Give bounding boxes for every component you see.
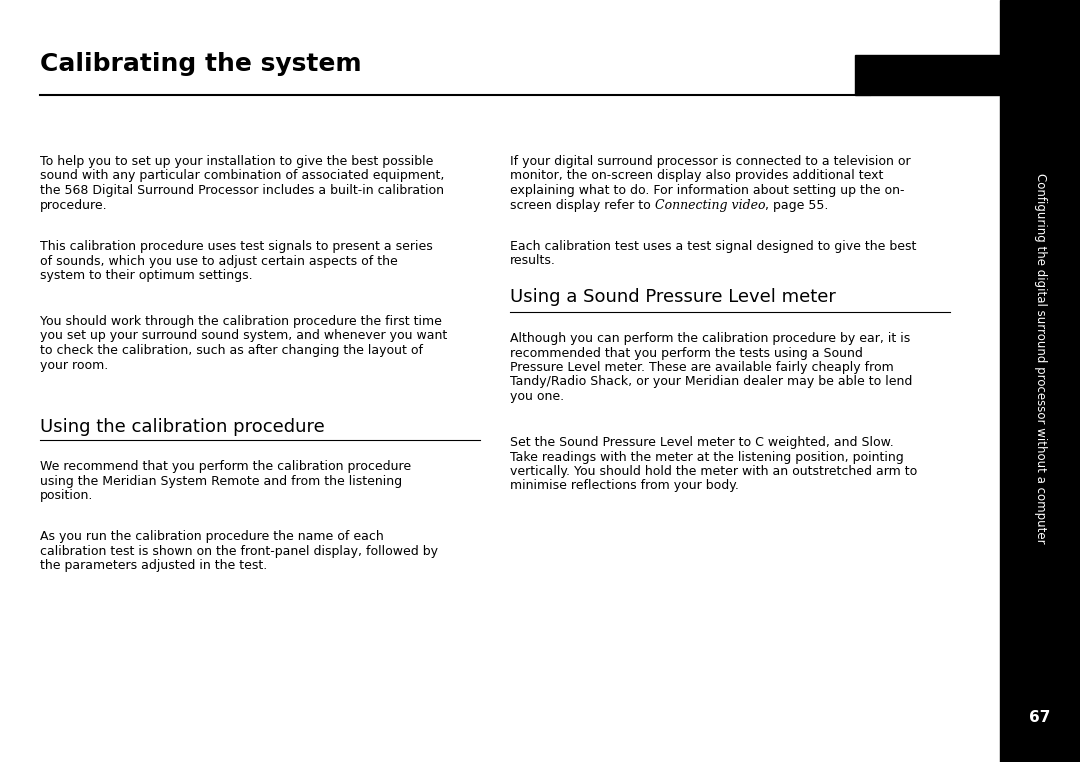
Text: recommended that you perform the tests using a Sound: recommended that you perform the tests u… [510, 347, 863, 360]
Text: the 568 Digital Surround Processor includes a built-in calibration: the 568 Digital Surround Processor inclu… [40, 184, 444, 197]
Text: This calibration procedure uses test signals to present a series: This calibration procedure uses test sig… [40, 240, 433, 253]
Text: Set the Sound Pressure Level meter to C weighted, and Slow.: Set the Sound Pressure Level meter to C … [510, 436, 894, 449]
Bar [1000, 0, 1080, 762]
Text: using the Meridian System Remote and from the listening: using the Meridian System Remote and fro… [40, 475, 402, 488]
Text: vertically. You should hold the meter with an outstretched arm to: vertically. You should hold the meter wi… [510, 465, 917, 478]
Text: Configuring the digital surround processor without a computer: Configuring the digital surround process… [1034, 173, 1047, 543]
Text: results.: results. [510, 255, 556, 267]
Text: of sounds, which you use to adjust certain aspects of the: of sounds, which you use to adjust certa… [40, 255, 397, 267]
Text: monitor, the on-screen display also provides additional text: monitor, the on-screen display also prov… [510, 169, 883, 183]
Text: We recommend that you perform the calibration procedure: We recommend that you perform the calibr… [40, 460, 411, 473]
Text: the parameters adjusted in the test.: the parameters adjusted in the test. [40, 559, 267, 572]
Text: your room.: your room. [40, 358, 108, 372]
Text: If your digital surround processor is connected to a television or: If your digital surround processor is co… [510, 155, 910, 168]
Text: minimise reflections from your body.: minimise reflections from your body. [510, 479, 739, 492]
Text: As you run the calibration procedure the name of each: As you run the calibration procedure the… [40, 530, 383, 543]
Text: 67: 67 [1029, 709, 1051, 725]
Text: you one.: you one. [510, 390, 564, 403]
Text: explaining what to do. For information about setting up the on-: explaining what to do. For information a… [510, 184, 905, 197]
Text: You should work through the calibration procedure the first time: You should work through the calibration … [40, 315, 442, 328]
Text: to check the calibration, such as after changing the layout of: to check the calibration, such as after … [40, 344, 423, 357]
Bar [855, 55, 1000, 95]
Text: Pressure Level meter. These are available fairly cheaply from: Pressure Level meter. These are availabl… [510, 361, 894, 374]
Text: calibration test is shown on the front-panel display, followed by: calibration test is shown on the front-p… [40, 545, 438, 558]
Text: sound with any particular combination of associated equipment,: sound with any particular combination of… [40, 169, 444, 183]
Text: you set up your surround sound system, and whenever you want: you set up your surround sound system, a… [40, 329, 447, 342]
Text: Tandy/Radio Shack, or your Meridian dealer may be able to lend: Tandy/Radio Shack, or your Meridian deal… [510, 376, 913, 389]
Text: To help you to set up your installation to give the best possible: To help you to set up your installation … [40, 155, 433, 168]
Text: Using a Sound Pressure Level meter: Using a Sound Pressure Level meter [510, 288, 836, 306]
Text: Take readings with the meter at the listening position, pointing: Take readings with the meter at the list… [510, 450, 904, 463]
Text: Although you can perform the calibration procedure by ear, it is: Although you can perform the calibration… [510, 332, 910, 345]
Text: system to their optimum settings.: system to their optimum settings. [40, 269, 253, 282]
Text: Each calibration test uses a test signal designed to give the best: Each calibration test uses a test signal… [510, 240, 916, 253]
Text: screen display refer to: screen display refer to [510, 198, 654, 212]
Text: Using the calibration procedure: Using the calibration procedure [40, 418, 325, 436]
Text: , page 55.: , page 55. [766, 198, 828, 212]
Text: procedure.: procedure. [40, 198, 108, 212]
Text: position.: position. [40, 489, 93, 502]
Text: Connecting video: Connecting video [654, 198, 766, 212]
Text: Calibrating the system: Calibrating the system [40, 52, 362, 76]
